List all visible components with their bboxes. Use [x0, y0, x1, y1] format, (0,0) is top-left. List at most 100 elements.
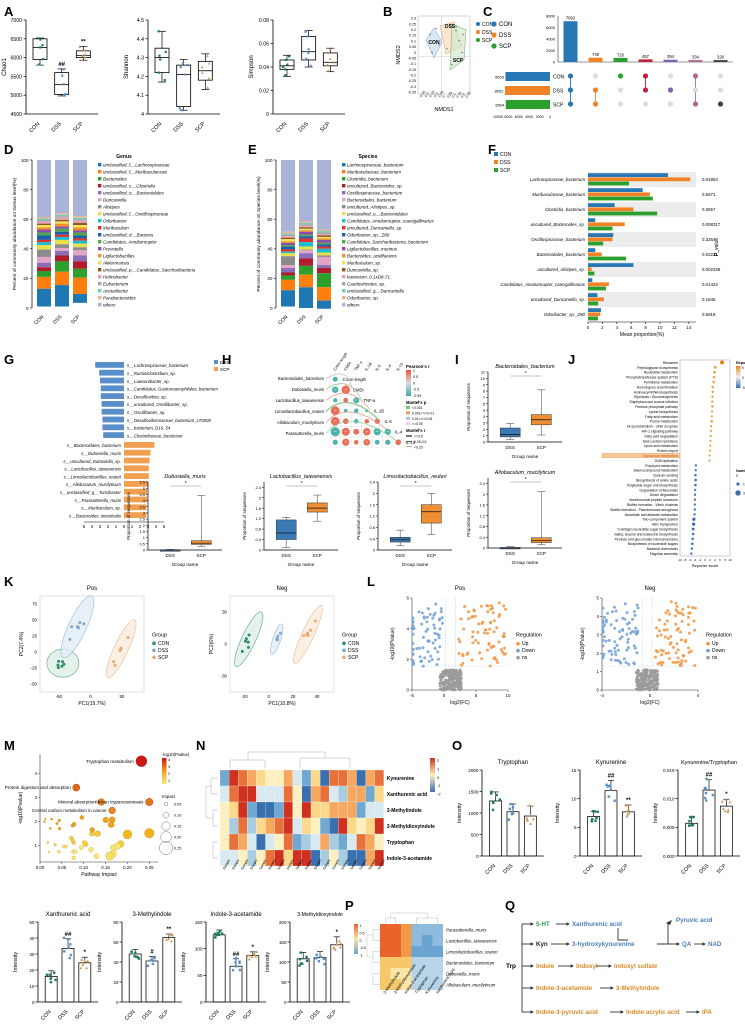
legend-label: unclassified_c__Clostridia	[103, 183, 156, 188]
svg-text:Number: Number	[736, 469, 745, 473]
volcano-point	[454, 676, 458, 680]
box	[307, 502, 328, 513]
svg-text:0.20: 0.20	[123, 865, 132, 870]
svg-text:2: 2	[483, 492, 486, 497]
volcano-point	[411, 624, 415, 628]
volcano-point	[411, 620, 415, 624]
volcano-point	[493, 656, 497, 660]
n-col-label: Sample	[322, 858, 331, 870]
legend-swatch	[98, 296, 102, 300]
p-cell	[390, 935, 401, 946]
volcano-point	[613, 650, 617, 654]
svg-text:Group name: Group name	[512, 454, 539, 460]
volcano-point	[613, 640, 617, 644]
volcano-point	[420, 622, 424, 626]
volcano-point	[660, 663, 664, 667]
n-cell	[365, 769, 375, 787]
stack-seg	[281, 256, 295, 266]
corr-dot	[330, 416, 340, 426]
n-cell	[219, 769, 230, 787]
svg-text:6000: 6000	[546, 25, 556, 30]
svg-text:-6: -6	[689, 558, 692, 562]
stack-seg	[299, 274, 313, 288]
legend-label: Candidatus_Amulumruptor	[103, 239, 157, 244]
volcano-point	[686, 615, 690, 619]
volcano-point	[667, 651, 671, 655]
panel-label-P: P	[345, 898, 354, 913]
upset-bar	[663, 59, 678, 62]
n-cell	[247, 817, 257, 835]
svg-text:DSS: DSS	[348, 648, 359, 654]
bar-rect	[229, 965, 243, 1003]
stack-seg	[37, 267, 51, 271]
stack-seg	[317, 300, 331, 309]
stack-seg	[55, 226, 69, 229]
f-taxon-label: Bacteroidales_bacterium	[537, 252, 586, 257]
svg-text:4: 4	[91, 524, 94, 529]
stack-seg	[299, 160, 313, 222]
f-bar	[588, 192, 650, 197]
volcano-point	[653, 674, 657, 678]
svg-text:Intensity: Intensity	[265, 952, 271, 972]
upset-dot	[642, 87, 649, 93]
svg-text:DSS: DSS	[553, 89, 564, 95]
svg-text:9: 9	[483, 382, 486, 387]
pca-point	[78, 621, 82, 625]
f-bar	[588, 188, 643, 192]
pca-point	[302, 634, 306, 638]
stack-seg	[317, 239, 331, 243]
legend-label: Eubacterium	[103, 281, 129, 286]
n-col-label: Sample	[377, 858, 386, 870]
p-cell	[401, 946, 412, 957]
svg-text:**: **	[376, 430, 379, 434]
n-cell	[329, 817, 339, 835]
n-cell	[301, 833, 312, 851]
n-legend-tick: 2	[437, 758, 440, 763]
g-taxon-scp: s__Allobaculum_mucilyticum	[66, 482, 122, 487]
stack-seg	[281, 272, 295, 276]
p-row-label: Allobaculum_mucilyticum	[445, 982, 496, 987]
svg-text:-log10(Pvalue): -log10(Pvalue)	[18, 791, 24, 824]
volcano-point	[425, 620, 429, 624]
bar-rect	[330, 944, 344, 1003]
stack-seg	[317, 236, 331, 239]
svg-text:Group name: Group name	[512, 560, 539, 566]
svg-text:CON: CON	[28, 121, 41, 134]
g-taxon-dss: s__Ruminiclostridium_sp.	[127, 371, 176, 376]
svg-text:8652: 8652	[495, 89, 505, 94]
svg-text:-0.5: -0.5	[360, 946, 366, 950]
n-cell	[301, 801, 312, 819]
volcano-point	[491, 606, 495, 610]
svg-text:20: 20	[29, 968, 35, 973]
svg-text:10: 10	[481, 376, 486, 381]
q-node-ipa: IPA	[702, 1009, 712, 1016]
j-pathway-label: Glycolysis / Gluconeogenesis	[634, 395, 679, 399]
stack-seg	[299, 230, 313, 232]
volcano-point	[675, 609, 679, 613]
svg-text:PC2(6%): PC2(6%)	[209, 634, 215, 655]
volcano-point	[432, 623, 436, 627]
j-dot	[694, 478, 697, 482]
volcano-point	[411, 659, 415, 663]
svg-text:NMDS2: NMDS2	[396, 45, 402, 64]
g-bar-dss	[102, 424, 124, 431]
upset-dot	[617, 87, 624, 93]
svg-text:0: 0	[360, 939, 362, 943]
g-taxon-dss: s__bacterium_D16_54	[127, 426, 171, 431]
stack-seg	[55, 251, 69, 256]
n-cell	[283, 769, 293, 787]
j-dot	[691, 537, 694, 541]
svg-text:3: 3	[35, 795, 38, 800]
volcano-point	[627, 627, 631, 631]
q-node-hkyn: 3-hydroxykynurenine	[572, 941, 635, 948]
n-cell	[219, 801, 230, 819]
svg-text:SCP: SCP	[537, 551, 546, 556]
p-cell	[380, 968, 391, 979]
stack-seg	[281, 241, 295, 243]
volcano-point	[676, 660, 680, 664]
stack-seg	[37, 242, 51, 246]
svg-text:50: 50	[32, 618, 37, 623]
g-bar-scp	[124, 512, 147, 518]
pca-point	[276, 634, 280, 638]
